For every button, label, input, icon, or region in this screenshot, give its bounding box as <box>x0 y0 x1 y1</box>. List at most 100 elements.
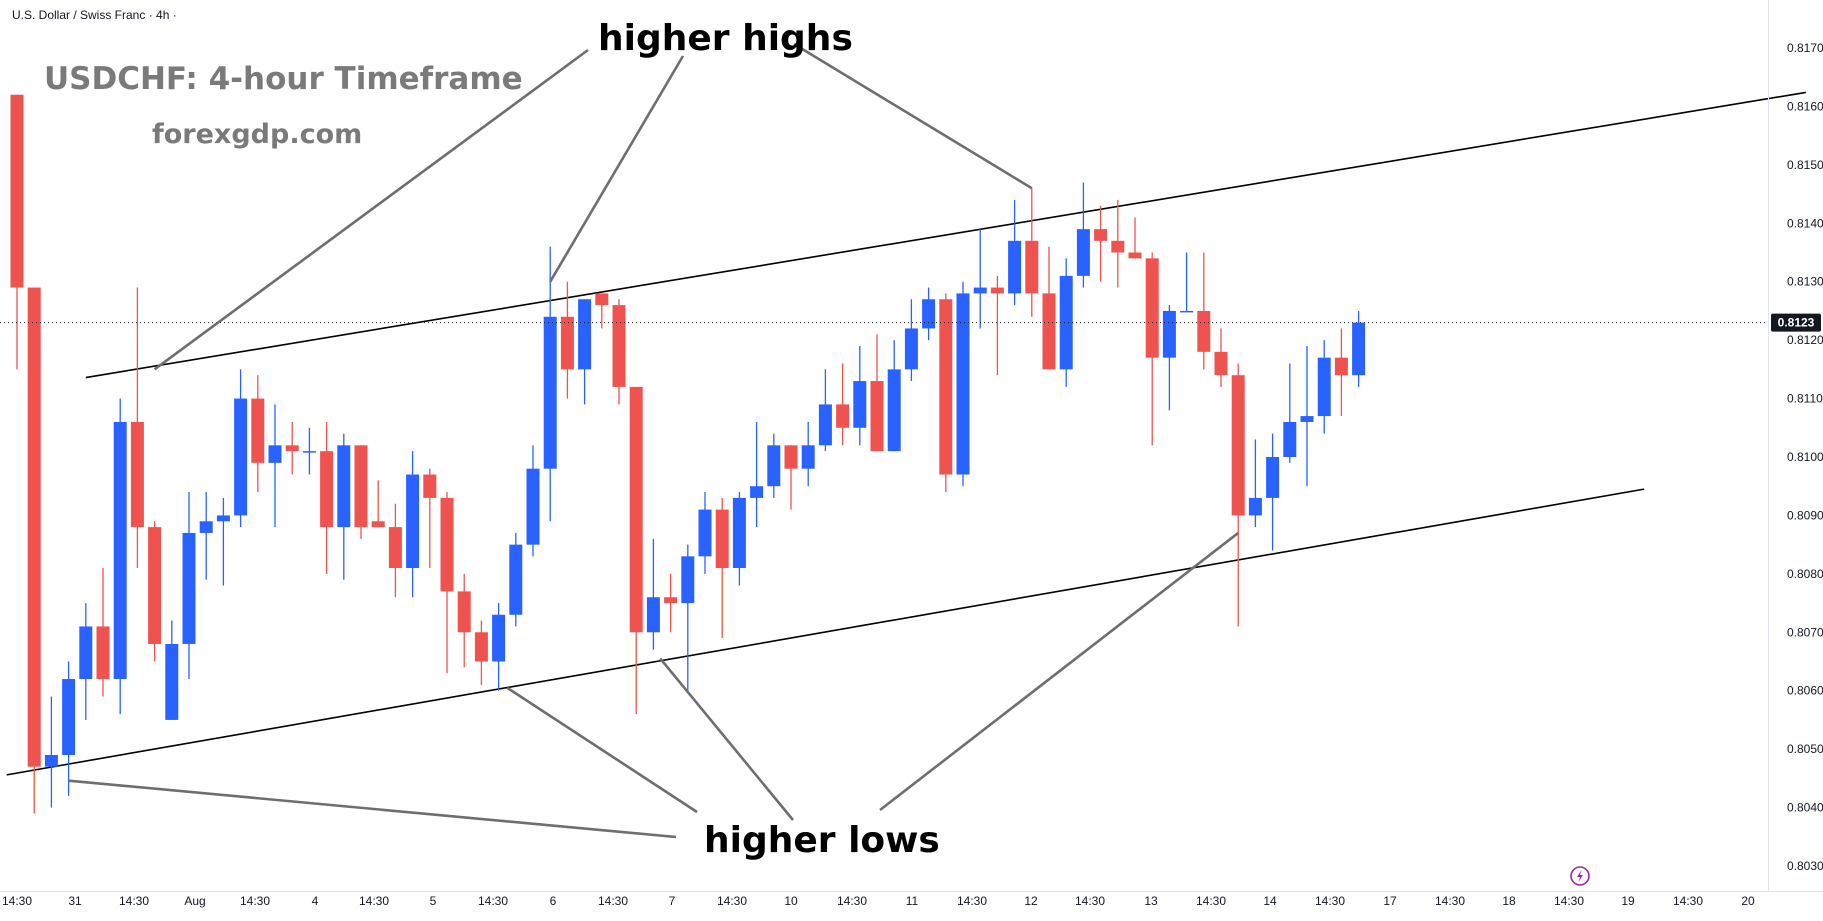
candle[interactable] <box>251 375 265 493</box>
candle[interactable] <box>887 340 901 452</box>
candle[interactable] <box>1300 345 1314 487</box>
candle[interactable] <box>1111 199 1125 288</box>
candle-body <box>939 299 953 475</box>
candle[interactable] <box>664 573 678 633</box>
candle[interactable] <box>767 433 781 498</box>
candle[interactable] <box>836 363 850 446</box>
candle[interactable] <box>1266 433 1280 551</box>
candle[interactable] <box>973 229 987 329</box>
candle[interactable] <box>268 404 282 528</box>
lightning-icon[interactable] <box>1570 866 1590 886</box>
candle[interactable] <box>1059 258 1073 387</box>
trendline-upper[interactable] <box>85 91 1806 379</box>
candle[interactable] <box>337 433 351 580</box>
candle[interactable] <box>423 468 437 569</box>
candle[interactable] <box>406 451 420 598</box>
candle[interactable] <box>1076 182 1090 288</box>
candle[interactable] <box>27 287 41 814</box>
higher-highs-label: higher highs <box>598 18 853 59</box>
candle[interactable] <box>44 696 58 808</box>
candle[interactable] <box>956 281 970 487</box>
candle[interactable] <box>148 521 162 662</box>
candle[interactable] <box>1334 328 1348 417</box>
candle[interactable] <box>1214 328 1228 387</box>
candle[interactable] <box>320 421 334 574</box>
candle[interactable] <box>870 334 884 452</box>
candle[interactable] <box>1317 340 1331 434</box>
candle[interactable] <box>629 386 643 715</box>
candle[interactable] <box>1042 246 1056 370</box>
candle[interactable] <box>302 427 316 475</box>
candle[interactable] <box>457 573 471 668</box>
candle-body <box>1266 457 1280 498</box>
candle[interactable] <box>595 293 609 329</box>
candle[interactable] <box>715 497 729 639</box>
candle[interactable] <box>1283 363 1297 463</box>
candle[interactable] <box>96 568 110 697</box>
candle[interactable] <box>681 544 695 691</box>
time-tick-label: 6 <box>550 894 557 908</box>
candle[interactable] <box>1197 252 1211 370</box>
candle[interactable] <box>990 275 1004 376</box>
candle[interactable] <box>354 445 368 539</box>
candle-body <box>922 299 936 329</box>
candle[interactable] <box>474 620 488 685</box>
candle[interactable] <box>79 603 93 720</box>
candle[interactable] <box>750 421 764 528</box>
candle[interactable] <box>492 603 506 691</box>
candle[interactable] <box>62 661 76 796</box>
candle[interactable] <box>1231 363 1245 627</box>
candle-body <box>1334 357 1348 376</box>
candle[interactable] <box>1180 252 1194 313</box>
candle[interactable] <box>388 503 402 598</box>
candle[interactable] <box>646 538 660 650</box>
candle[interactable] <box>560 281 574 399</box>
price-axis[interactable]: 0.8030 0.8040 0.8050 0.8060 0.8070 0.8080 0.80… <box>1787 41 1823 873</box>
candle-body <box>182 532 196 644</box>
candle[interactable] <box>732 492 746 586</box>
candle[interactable] <box>182 492 196 680</box>
candle[interactable] <box>1008 199 1022 306</box>
candle[interactable] <box>10 94 24 370</box>
candle[interactable] <box>1025 188 1039 317</box>
candle[interactable] <box>578 299 592 405</box>
candle[interactable] <box>1094 205 1108 282</box>
candle[interactable] <box>165 620 179 720</box>
time-tick-label: 5 <box>430 894 437 908</box>
candle[interactable] <box>1352 310 1366 387</box>
time-tick-label: 14:30 <box>119 894 149 908</box>
candle[interactable] <box>784 445 798 510</box>
candle[interactable] <box>922 287 936 341</box>
candle[interactable] <box>199 492 213 580</box>
price-tick-label: 0.8050 <box>1787 742 1823 756</box>
candle[interactable] <box>440 492 454 674</box>
candle[interactable] <box>939 293 953 493</box>
time-axis[interactable]: 14:30 31 14:30 Aug 14:30 4 14:30 5 14:30 6 14:30 7 1… <box>2 894 1755 908</box>
candle[interactable] <box>1128 217 1142 259</box>
candle[interactable] <box>113 398 127 715</box>
candle[interactable] <box>1162 305 1176 411</box>
candle[interactable] <box>234 369 248 528</box>
candle[interactable] <box>818 369 832 452</box>
trendline-lower[interactable] <box>6 488 1645 776</box>
candle[interactable] <box>130 287 144 569</box>
candle[interactable] <box>904 299 918 382</box>
candle[interactable] <box>612 299 626 405</box>
candle[interactable] <box>371 480 385 528</box>
candle[interactable] <box>543 246 557 522</box>
candle-body <box>629 386 643 633</box>
candle[interactable] <box>853 345 867 446</box>
candle[interactable] <box>285 421 299 475</box>
candle[interactable] <box>509 532 523 627</box>
time-tick-label: 14:30 <box>598 894 628 908</box>
candle[interactable] <box>1248 439 1262 528</box>
candle[interactable] <box>216 497 230 586</box>
time-tick-label: 17 <box>1383 894 1397 908</box>
candle-body <box>1248 497 1262 516</box>
candle[interactable] <box>1145 252 1159 446</box>
candle[interactable] <box>801 421 815 487</box>
candle[interactable] <box>526 445 540 557</box>
candle-body <box>285 445 299 452</box>
candle[interactable] <box>698 492 712 574</box>
